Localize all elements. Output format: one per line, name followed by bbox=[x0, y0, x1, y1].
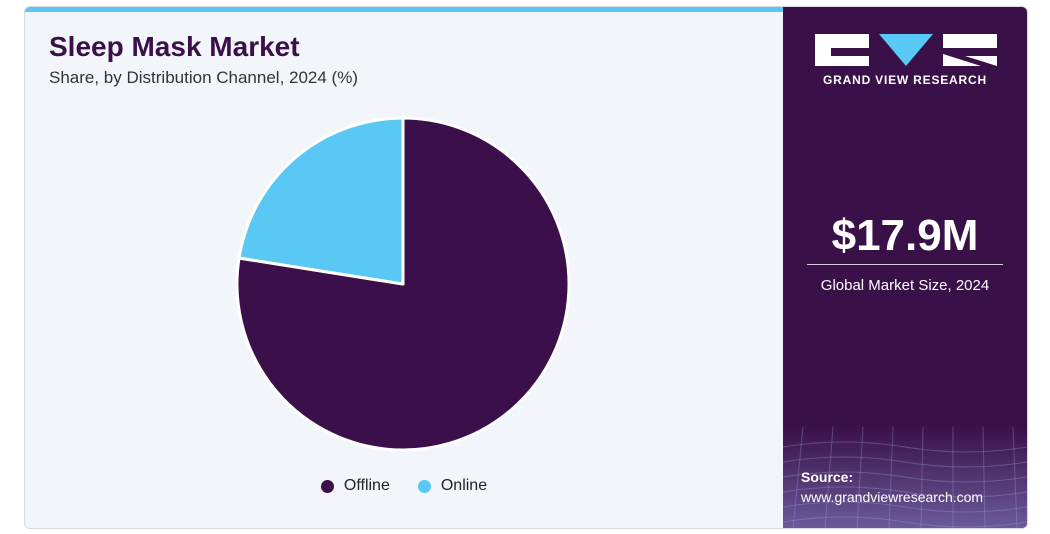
legend-item-offline: Offline bbox=[320, 477, 390, 495]
chart-panel: Sleep Mask Market Share, by Distribution… bbox=[25, 7, 783, 528]
pie-slice-online bbox=[237, 116, 405, 286]
legend-label: Online bbox=[440, 477, 488, 494]
source-label: Source: bbox=[801, 469, 854, 485]
legend-item-online: Online bbox=[417, 477, 488, 495]
source-link[interactable]: www.grandviewresearch.com bbox=[801, 489, 984, 505]
divider bbox=[807, 264, 1003, 265]
legend-label: Offline bbox=[343, 477, 390, 494]
brand-name: GRAND VIEW RESEARCH bbox=[823, 73, 987, 87]
wave-grid-decoration bbox=[783, 427, 1027, 528]
accent-bar bbox=[25, 7, 783, 12]
market-size-label: Global Market Size, 2024 bbox=[820, 277, 990, 294]
pie-chart bbox=[235, 116, 571, 452]
chart-title: Sleep Mask Market bbox=[49, 31, 300, 62]
chart-legend: Offline Online bbox=[25, 477, 783, 495]
legend-swatch bbox=[417, 479, 431, 493]
legend-swatch bbox=[320, 479, 334, 493]
chart-subtitle: Share, by Distribution Channel, 2024 (%) bbox=[49, 68, 358, 87]
infographic-card: Sleep Mask Market Share, by Distribution… bbox=[24, 6, 1028, 529]
grand-view-research-logo bbox=[815, 34, 997, 66]
market-size-value: $17.9M bbox=[831, 211, 979, 260]
summary-sidebar: GRAND VIEW RESEARCH $17.9M Global Market… bbox=[783, 7, 1027, 528]
